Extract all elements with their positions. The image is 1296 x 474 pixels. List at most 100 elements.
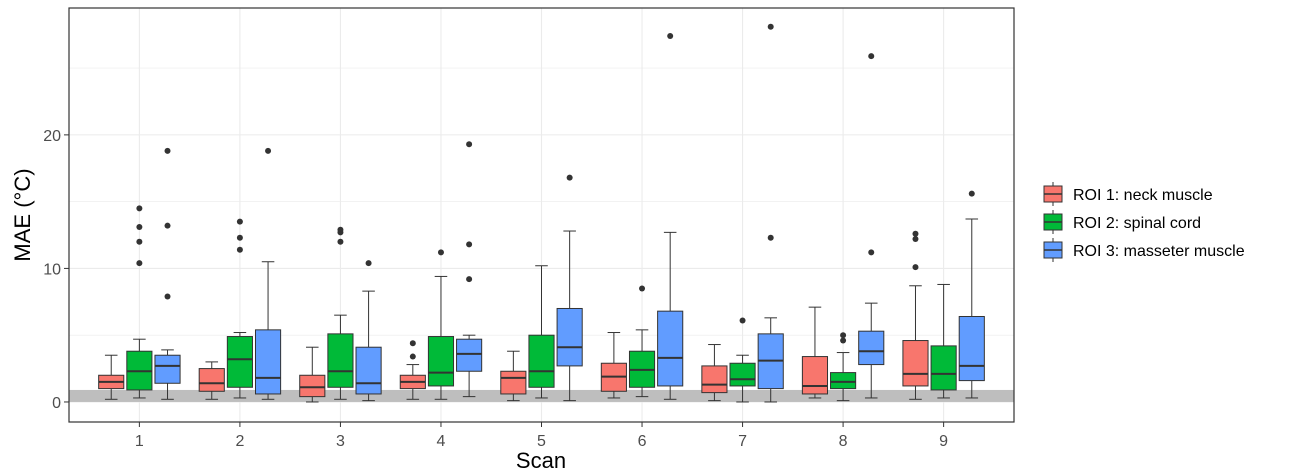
legend: ROI 1: neck muscle ROI 2: spinal cord ROI … xyxy=(1043,182,1245,262)
outlier-point xyxy=(868,249,875,256)
legend-label: ROI 2: spinal cord xyxy=(1073,215,1201,232)
x-tick-label: 9 xyxy=(939,433,948,450)
outlier-point xyxy=(164,147,171,154)
box-3-scan-1 xyxy=(154,147,181,400)
outlier-point xyxy=(840,337,847,344)
outlier-point xyxy=(466,141,473,148)
box-iqr xyxy=(958,315,985,382)
x-tick-label: 4 xyxy=(437,433,446,450)
outlier-point xyxy=(912,230,919,237)
outlier-point xyxy=(912,264,919,271)
box-iqr xyxy=(858,330,885,366)
outlier-point xyxy=(912,236,919,243)
outlier-point xyxy=(337,226,344,233)
y-tick-label: 20 xyxy=(43,128,61,145)
box-iqr xyxy=(556,307,583,367)
outlier-point xyxy=(236,234,243,241)
box-iqr xyxy=(327,333,354,388)
x-tick-label: 5 xyxy=(537,433,546,450)
outlier-point xyxy=(840,332,847,339)
x-tick-label: 8 xyxy=(839,433,848,450)
x-tick-label: 1 xyxy=(135,433,144,450)
outlier-point xyxy=(739,317,746,324)
box-3-scan-6 xyxy=(657,33,684,400)
x-tick-label: 3 xyxy=(336,433,345,450)
box-iqr xyxy=(299,374,326,398)
legend-item-2: ROI 2: spinal cord xyxy=(1043,210,1201,234)
box-iqr xyxy=(254,329,282,395)
outlier-point xyxy=(767,23,774,30)
box-1-scan-2 xyxy=(198,361,225,400)
outlier-point xyxy=(236,218,243,225)
box-iqr xyxy=(456,338,483,372)
legend-label: ROI 1: neck muscle xyxy=(1073,187,1213,204)
outlier-point xyxy=(868,53,875,60)
outlier-point xyxy=(265,147,272,154)
outlier-point xyxy=(136,260,143,267)
box-iqr xyxy=(701,365,728,394)
box-2-scan-9 xyxy=(930,283,957,399)
box-1-scan-1 xyxy=(98,354,125,400)
outlier-point xyxy=(667,33,674,40)
box-iqr xyxy=(830,372,857,390)
outlier-point xyxy=(236,246,243,253)
box-1-scan-8 xyxy=(801,306,829,399)
box-2-scan-5 xyxy=(528,265,555,399)
box-iqr xyxy=(729,362,756,387)
box-iqr xyxy=(198,368,225,392)
y-axis-title: MAE (°C) xyxy=(10,168,35,261)
y-tick-label: 0 xyxy=(52,395,61,412)
outlier-point xyxy=(466,276,473,283)
legend-item-3: ROI 3: masseter muscle xyxy=(1043,238,1245,262)
box-2-scan-4 xyxy=(427,249,455,400)
outlier-point xyxy=(164,293,171,300)
outlier-point xyxy=(566,174,573,181)
box-iqr xyxy=(657,310,684,387)
outlier-point xyxy=(466,241,473,248)
outlier-point xyxy=(136,238,143,245)
box-2-scan-6 xyxy=(628,285,656,398)
box-iqr xyxy=(355,346,382,395)
box-iqr xyxy=(154,354,181,384)
outlier-point xyxy=(136,224,143,231)
x-tick-label: 6 xyxy=(638,433,647,450)
box-3-scan-8 xyxy=(858,53,885,399)
box-iqr xyxy=(801,356,829,395)
box-iqr xyxy=(930,345,957,391)
box-iqr xyxy=(427,336,455,387)
box-2-scan-2 xyxy=(226,218,253,399)
box-1-scan-3 xyxy=(299,346,326,403)
outlier-point xyxy=(337,238,344,245)
outlier-point xyxy=(365,260,372,267)
box-3-scan-9 xyxy=(958,190,985,399)
box-2-scan-8 xyxy=(830,332,857,402)
box-1-scan-6 xyxy=(600,332,627,399)
x-axis-title: Scan xyxy=(516,448,566,473)
outlier-point xyxy=(409,353,416,360)
outlier-point xyxy=(136,205,143,212)
box-2-scan-1 xyxy=(126,205,153,399)
x-axis-ticks: 1 2 3 4 5 6 7 8 9 xyxy=(135,422,948,450)
box-1-scan-4 xyxy=(399,340,426,400)
y-tick-label: 10 xyxy=(43,261,61,278)
box-groups xyxy=(98,23,985,403)
outlier-point xyxy=(409,340,416,347)
outlier-point xyxy=(968,190,975,197)
box-1-scan-5 xyxy=(500,350,527,402)
box-3-scan-5 xyxy=(556,174,583,402)
box-2-scan-3 xyxy=(327,226,354,400)
box-3-scan-4 xyxy=(456,141,483,398)
box-1-scan-9 xyxy=(902,230,929,400)
outlier-point xyxy=(767,234,774,241)
box-iqr xyxy=(226,336,253,388)
box-3-scan-7 xyxy=(757,23,784,403)
y-axis-ticks: 0 10 20 xyxy=(43,128,69,412)
box-1-scan-7 xyxy=(701,344,728,402)
box-3-scan-3 xyxy=(355,260,382,402)
outlier-point xyxy=(164,222,171,229)
box-2-scan-7 xyxy=(729,317,756,403)
legend-item-1: ROI 1: neck muscle xyxy=(1043,182,1213,206)
box-3-scan-2 xyxy=(254,147,282,400)
box-iqr xyxy=(902,340,929,387)
